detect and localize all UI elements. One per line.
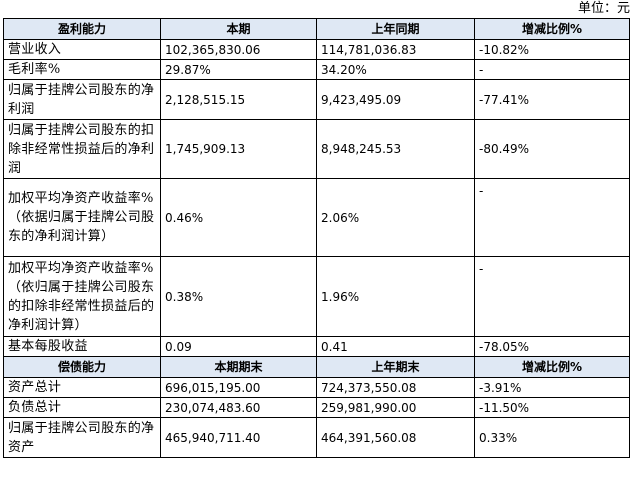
financial-table: 盈利能力 本期 上年同期 增减比例% 营业收入 102,365,830.06 1… <box>3 18 630 458</box>
table-row: 营业收入 102,365,830.06 114,781,036.83 -10.8… <box>3 39 630 60</box>
table-row: 毛利率% 29.87% 34.20% - <box>3 59 630 80</box>
header-solvency: 偿债能力 <box>3 356 161 378</box>
row-label: 归属于挂牌公司股东的净资产 <box>3 417 161 458</box>
row-label: 资产总计 <box>3 377 161 398</box>
change-value: - <box>474 256 630 337</box>
table-row: 加权平均净资产收益率%（依据归属于挂牌公司股东的净利润计算） 0.46% 2.0… <box>3 178 630 257</box>
row-label: 归属于挂牌公司股东的扣除非经常性损益后的净利润 <box>3 119 161 179</box>
header-prior-period-end: 上年期末 <box>316 356 475 378</box>
current-value: 465,940,711.40 <box>160 417 317 458</box>
prior-value: 0.41 <box>316 336 475 357</box>
change-value: -10.82% <box>474 39 630 60</box>
current-value: 0.38% <box>160 256 317 337</box>
change-value: - <box>474 59 630 80</box>
table-row: 负债总计 230,074,483.60 259,981,990.00 -11.5… <box>3 397 630 418</box>
row-label: 负债总计 <box>3 397 161 418</box>
change-value: -11.50% <box>474 397 630 418</box>
row-label: 加权平均净资产收益率%（依归属于挂牌公司股东的扣除非经常性损益后的净利润计算） <box>3 256 161 337</box>
header-prior-period: 上年同期 <box>316 18 475 40</box>
table-row: 加权平均净资产收益率%（依归属于挂牌公司股东的扣除非经常性损益后的净利润计算） … <box>3 256 630 337</box>
prior-value: 114,781,036.83 <box>316 39 475 60</box>
prior-value: 2.06% <box>316 178 475 257</box>
table-row: 资产总计 696,015,195.00 724,373,550.08 -3.91… <box>3 377 630 398</box>
row-label: 加权平均净资产收益率%（依据归属于挂牌公司股东的净利润计算） <box>3 178 161 257</box>
prior-value: 1.96% <box>316 256 475 337</box>
prior-value: 259,981,990.00 <box>316 397 475 418</box>
prior-value: 9,423,495.09 <box>316 79 475 120</box>
current-value: 29.87% <box>160 59 317 80</box>
current-value: 0.46% <box>160 178 317 257</box>
current-value: 102,365,830.06 <box>160 39 317 60</box>
prior-value: 34.20% <box>316 59 475 80</box>
change-value: -80.49% <box>474 119 630 179</box>
unit-label: 单位：元 <box>577 1 630 16</box>
current-value: 696,015,195.00 <box>160 377 317 398</box>
table-row: 归属于挂牌公司股东的净利润 2,128,515.15 9,423,495.09 … <box>3 79 630 120</box>
change-value: -3.91% <box>474 377 630 398</box>
solvency-header-row: 偿债能力 本期期末 上年期末 增减比例% <box>3 356 630 378</box>
row-label: 毛利率% <box>3 59 161 80</box>
change-value: 0.33% <box>474 417 630 458</box>
row-label: 归属于挂牌公司股东的净利润 <box>3 79 161 120</box>
current-value: 0.09 <box>160 336 317 357</box>
table-row: 归属于挂牌公司股东的净资产 465,940,711.40 464,391,560… <box>3 417 630 458</box>
change-value: - <box>474 178 630 257</box>
change-value: -77.41% <box>474 79 630 120</box>
profitability-header-row: 盈利能力 本期 上年同期 增减比例% <box>3 18 630 40</box>
prior-value: 8,948,245.53 <box>316 119 475 179</box>
current-value: 230,074,483.60 <box>160 397 317 418</box>
header-current-period-end: 本期期末 <box>160 356 317 378</box>
prior-value: 724,373,550.08 <box>316 377 475 398</box>
header-change-pct: 增减比例% <box>474 356 630 378</box>
header-current-period: 本期 <box>160 18 317 40</box>
change-value: -78.05% <box>474 336 630 357</box>
table-row: 基本每股收益 0.09 0.41 -78.05% <box>3 336 630 357</box>
header-change-pct: 增减比例% <box>474 18 630 40</box>
current-value: 2,128,515.15 <box>160 79 317 120</box>
header-profitability: 盈利能力 <box>3 18 161 40</box>
row-label: 基本每股收益 <box>3 336 161 357</box>
table-row: 归属于挂牌公司股东的扣除非经常性损益后的净利润 1,745,909.13 8,9… <box>3 119 630 179</box>
prior-value: 464,391,560.08 <box>316 417 475 458</box>
row-label: 营业收入 <box>3 39 161 60</box>
current-value: 1,745,909.13 <box>160 119 317 179</box>
